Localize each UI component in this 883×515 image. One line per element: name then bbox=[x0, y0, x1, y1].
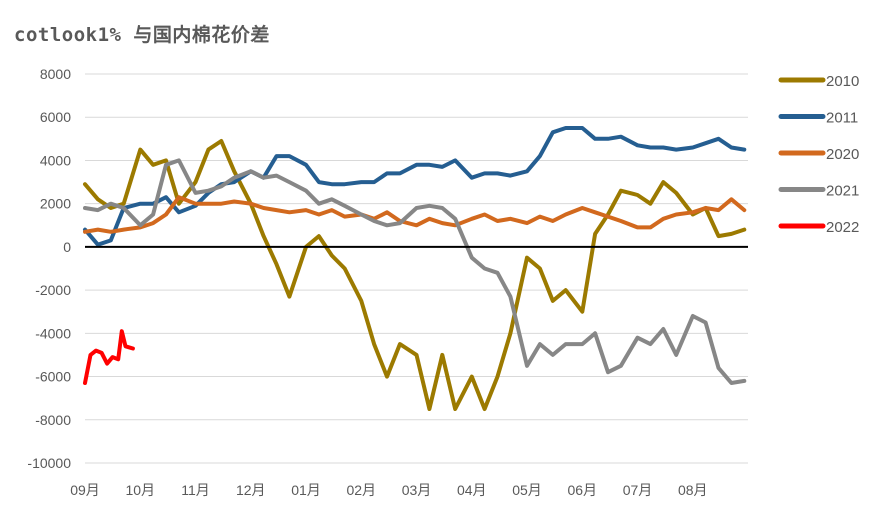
chart-title: cotlook1% 与国内棉花价差 bbox=[14, 24, 270, 46]
series-line-2022 bbox=[83, 329, 135, 385]
series-line-2021 bbox=[83, 158, 747, 385]
y-tick-label: 8000 bbox=[40, 66, 71, 82]
legend-label: 2020 bbox=[826, 146, 859, 163]
y-tick-label: 2000 bbox=[40, 196, 71, 212]
y-tick-label: 4000 bbox=[40, 152, 71, 168]
x-tick-label: 03月 bbox=[402, 482, 432, 498]
series-line-2020 bbox=[83, 195, 747, 234]
x-tick-label: 09月 bbox=[70, 482, 100, 498]
y-tick-label: -4000 bbox=[35, 325, 71, 341]
x-tick-label: 07月 bbox=[623, 482, 653, 498]
legend-label: 2011 bbox=[826, 110, 858, 127]
x-tick-label: 12月 bbox=[236, 482, 266, 498]
x-tick-label: 10月 bbox=[125, 482, 155, 498]
legend-label: 2021 bbox=[826, 183, 859, 200]
y-tick-label: -2000 bbox=[35, 282, 71, 298]
y-tick-label: 6000 bbox=[40, 109, 71, 125]
x-tick-label: 02月 bbox=[346, 482, 376, 498]
legend-label: 2010 bbox=[826, 73, 859, 90]
y-tick-label: -10000 bbox=[27, 455, 71, 471]
x-tick-label: 05月 bbox=[512, 482, 542, 498]
legend-label: 2022 bbox=[826, 219, 859, 236]
x-tick-label: 04月 bbox=[457, 482, 487, 498]
x-tick-label: 06月 bbox=[567, 482, 597, 498]
series-line-2010 bbox=[83, 139, 747, 411]
series-line-2011 bbox=[83, 126, 747, 247]
y-tick-label: -8000 bbox=[35, 412, 71, 428]
x-tick-label: 01月 bbox=[291, 482, 321, 498]
x-tick-label: 11月 bbox=[181, 482, 210, 498]
y-tick-label: 0 bbox=[63, 239, 71, 255]
x-tick-label: 08月 bbox=[678, 482, 708, 498]
y-tick-label: -6000 bbox=[35, 369, 71, 385]
